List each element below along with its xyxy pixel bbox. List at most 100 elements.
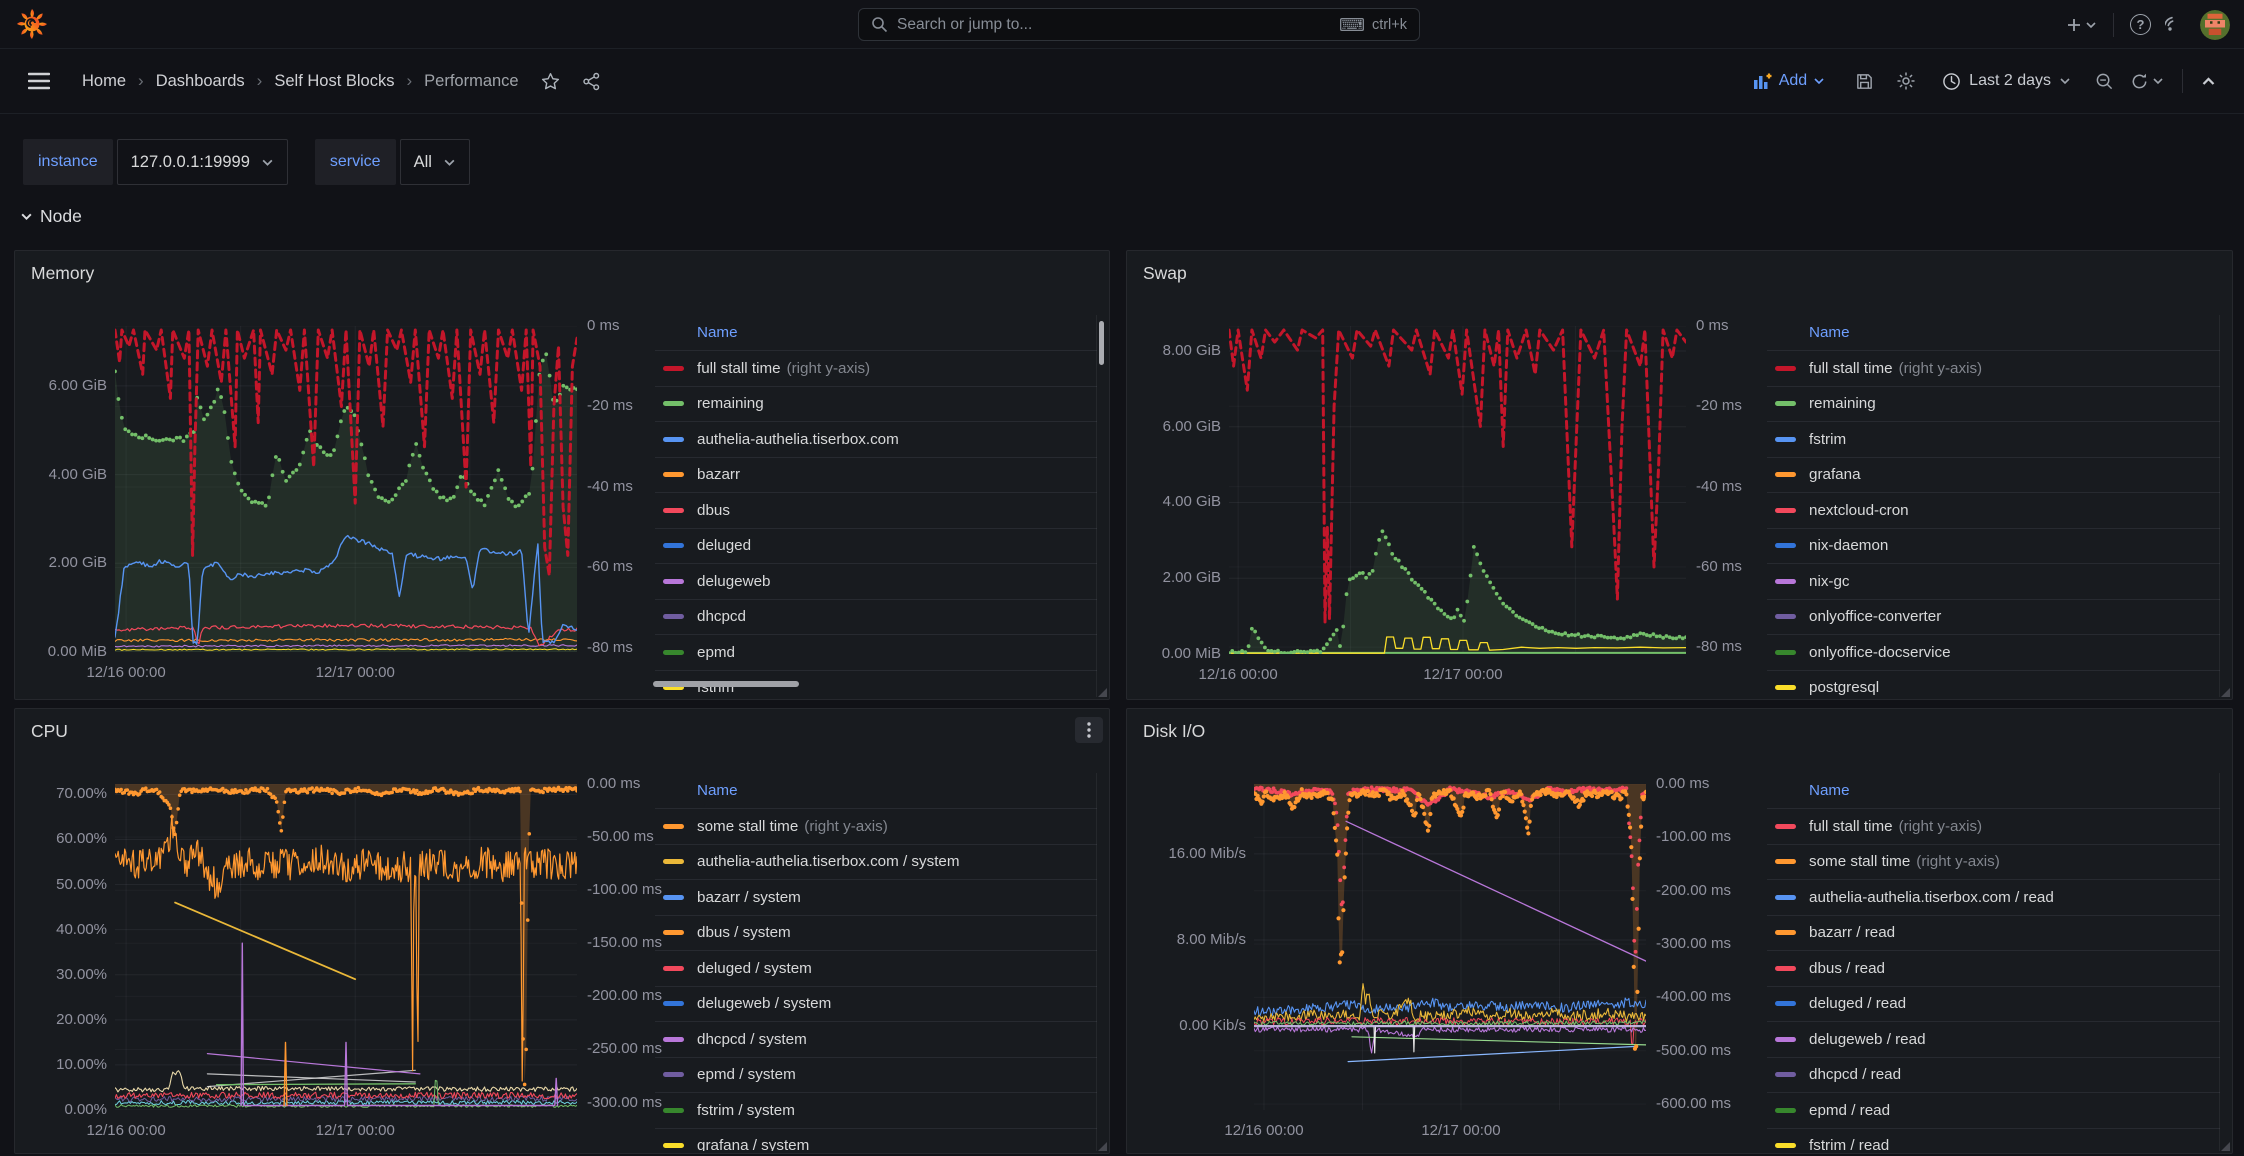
refresh-button[interactable] [2124,66,2170,97]
legend-item[interactable]: full stall time (right y-axis) [1767,351,2220,387]
share-button[interactable] [576,66,607,97]
chevron-down-icon [1814,78,1824,85]
series-color-marker [1775,614,1796,620]
legend-item-label: nix-daemon [1809,537,1889,555]
legend-item[interactable]: onlyoffice-docservice [1767,635,2220,671]
legend-item[interactable]: full stall time (right y-axis) [1767,809,2220,845]
divider [2113,12,2114,37]
legend-item-label: delugeweb / system [697,995,832,1013]
panel-resize-handle[interactable] [2221,1142,2230,1151]
save-dashboard-button[interactable] [1849,66,1880,97]
legend-name-header[interactable]: Name [655,773,1097,809]
user-avatar[interactable] [2200,9,2230,40]
chart-plot[interactable] [115,326,577,652]
axis-tick-label: -60 ms [1696,557,1742,575]
legend-item[interactable]: dhcpcd / system [655,1022,1097,1058]
legend-item[interactable]: fstrim / read [1767,1129,2220,1151]
legend-item-label: remaining [1809,395,1876,413]
panel-resize-handle[interactable] [1098,1142,1107,1151]
axis-tick-label: -60 ms [587,558,633,576]
legend-vertical-scrollbar[interactable] [1099,321,1104,365]
legend-item[interactable]: deluged / system [655,951,1097,987]
legend-item[interactable]: bazarr [655,458,1097,493]
legend-item-label: onlyoffice-docservice [1809,643,1951,661]
panel-menu-button[interactable] [1075,717,1103,743]
legend-item[interactable]: fstrim / system [655,1093,1097,1129]
variable-value-dropdown[interactable]: All [399,139,470,185]
legend-item[interactable]: some stall time (right y-axis) [655,809,1097,845]
legend-item[interactable]: delugeweb [655,564,1097,600]
legend-item[interactable]: postgresql [1767,671,2220,698]
row-node-toggle[interactable]: Node [20,206,82,227]
legend-item[interactable]: remaining [655,387,1097,422]
legend-item[interactable]: epmd [655,635,1097,671]
zoom-out-time-button[interactable] [2089,66,2120,97]
legend-item[interactable]: dbus / read [1767,951,2220,987]
plus-icon [2068,18,2080,31]
news-button[interactable] [2159,9,2190,40]
legend-item[interactable]: authelia-authelia.tiserbox.com / system [655,845,1097,880]
breadcrumb-item[interactable]: Performance [424,71,519,90]
chart-plot[interactable] [1229,326,1686,654]
collapse-toolbar-button[interactable] [2195,68,2222,95]
chart-plot[interactable] [1254,784,1646,1110]
legend-item-label: bazarr / system [697,888,801,906]
chevron-down-icon [262,159,273,166]
series-color-marker [663,649,684,655]
new-button[interactable] [2060,11,2103,39]
search-input[interactable]: Search or jump to... ⌨ ctrl+k [858,8,1420,41]
variable-value-dropdown[interactable]: 127.0.0.1:19999 [116,139,288,185]
breadcrumb-item[interactable]: Self Host Blocks [274,71,395,90]
legend-name-header[interactable]: Name [655,315,1097,351]
legend-name-header[interactable]: Name [1767,315,2220,351]
series-color-marker [663,823,684,829]
legend-item[interactable]: nix-gc [1767,564,2220,600]
panel-title: Memory [31,263,95,283]
legend-item[interactable]: authelia-authelia.tiserbox.com [655,422,1097,458]
legend-horizontal-scrollbar[interactable] [653,681,799,687]
legend-item[interactable]: dhcpcd / read [1767,1058,2220,1093]
legend-item[interactable]: dhcpcd [655,600,1097,635]
legend-item[interactable]: grafana / system [655,1129,1097,1151]
add-panel-button[interactable]: Add [1747,71,1831,91]
legend-item[interactable]: authelia-authelia.tiserbox.com / read [1767,880,2220,916]
series-color-marker [1775,1072,1796,1078]
star-icon [541,72,559,89]
series-color-marker [663,859,684,865]
legend-item[interactable]: epmd / system [655,1058,1097,1093]
legend-item[interactable]: dbus / system [655,916,1097,951]
legend-item[interactable]: dbus [655,493,1097,529]
dashboard-settings-button[interactable] [1890,65,1922,97]
legend-item[interactable]: nextcloud-cron [1767,493,2220,529]
legend-item[interactable]: remaining [1767,387,2220,422]
grafana-logo[interactable] [16,8,48,40]
time-range-picker[interactable]: Last 2 days [1936,71,2077,92]
legend-item[interactable]: onlyoffice-converter [1767,600,2220,635]
breadcrumb-item[interactable]: Dashboards [155,71,245,90]
legend-item[interactable]: delugeweb / system [655,987,1097,1022]
mega-menu-toggle[interactable] [22,66,56,96]
legend-item[interactable]: fstrim [1767,422,2220,458]
legend-item[interactable]: deluged / read [1767,987,2220,1022]
variable-label[interactable]: instance [23,139,113,185]
legend-name-header[interactable]: Name [1767,773,2220,809]
panel-resize-handle[interactable] [2221,688,2230,697]
legend-item[interactable]: bazarr / system [655,880,1097,916]
legend-item[interactable]: full stall time (right y-axis) [655,351,1097,387]
variable-label[interactable]: service [314,139,396,185]
breadcrumb-item[interactable]: Home [82,71,127,90]
legend-item[interactable]: bazarr / read [1767,916,2220,951]
legend-item[interactable]: delugeweb / read [1767,1022,2220,1058]
legend-item[interactable]: nix-daemon [1767,529,2220,564]
chart-plot[interactable] [115,784,577,1110]
axis-tick-label: 0.00 MiB [1161,645,1221,662]
panel-swap: Swap Name full stall time (right y-axis) r… [1126,250,2233,700]
help-button[interactable]: ? [2124,8,2157,41]
favorite-button[interactable] [535,66,566,97]
legend-item[interactable]: deluged [655,529,1097,564]
legend-item[interactable]: grafana [1767,458,2220,493]
panel-resize-handle[interactable] [1098,688,1107,697]
legend-item[interactable]: some stall time (right y-axis) [1767,845,2220,880]
axis-tick-label: 10.00% [56,1055,107,1073]
legend-item[interactable]: epmd / read [1767,1093,2220,1129]
